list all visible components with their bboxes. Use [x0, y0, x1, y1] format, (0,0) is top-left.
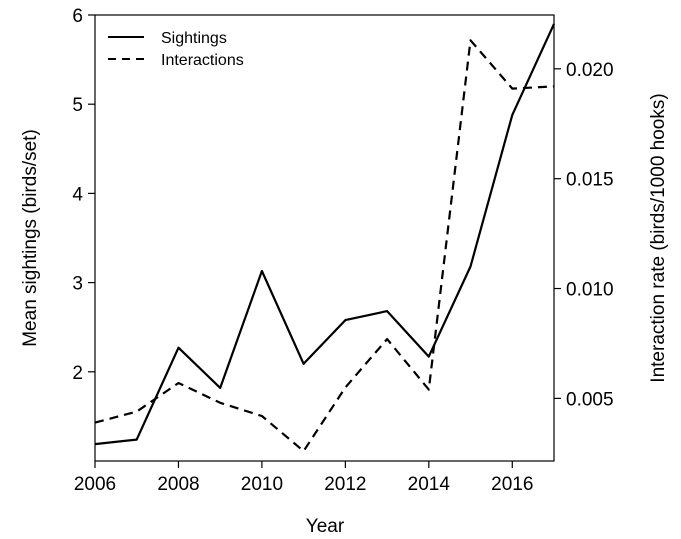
x-tick-label: 2012 [324, 474, 366, 495]
x-tick-label: 2006 [74, 474, 116, 495]
y-left-tick-label: 5 [72, 95, 83, 116]
x-tick-label: 2016 [491, 474, 533, 495]
x-axis: 2006 2008 2010 2012 2014 2016 [74, 461, 533, 495]
y-left-tick-label: 4 [72, 184, 83, 205]
y-axis-left-title: Mean sightings (birds/set) [20, 129, 41, 347]
y-right-tick-label: 0.010 [566, 280, 614, 301]
y-right-tick-label: 0.020 [566, 60, 614, 81]
y-axis-left: 2 3 4 5 6 [72, 6, 95, 384]
legend-label-interactions: Interactions [161, 52, 244, 69]
y-left-tick-label: 6 [72, 6, 83, 27]
x-tick-label: 2014 [408, 474, 451, 495]
y-right-tick-label: 0.015 [566, 170, 614, 191]
series-layer [94, 23, 556, 453]
legend-label-sightings: Sightings [161, 30, 227, 47]
series-line-sightings [94, 23, 556, 446]
x-tick-label: 2010 [241, 474, 283, 495]
y-axis-right: 0.005 0.010 0.015 0.020 [554, 60, 614, 410]
y-right-tick-label: 0.005 [566, 389, 614, 410]
legend: Sightings Interactions [108, 30, 244, 69]
series-line-interactions [94, 39, 555, 453]
plot-frame [94, 14, 555, 462]
y-axis-right-title: Interaction rate (birds/1000 hooks) [648, 93, 669, 382]
y-left-tick-label: 3 [72, 274, 83, 295]
x-tick-label: 2008 [157, 474, 199, 495]
x-axis-title: Year [306, 516, 345, 537]
y-left-tick-label: 2 [72, 363, 83, 384]
